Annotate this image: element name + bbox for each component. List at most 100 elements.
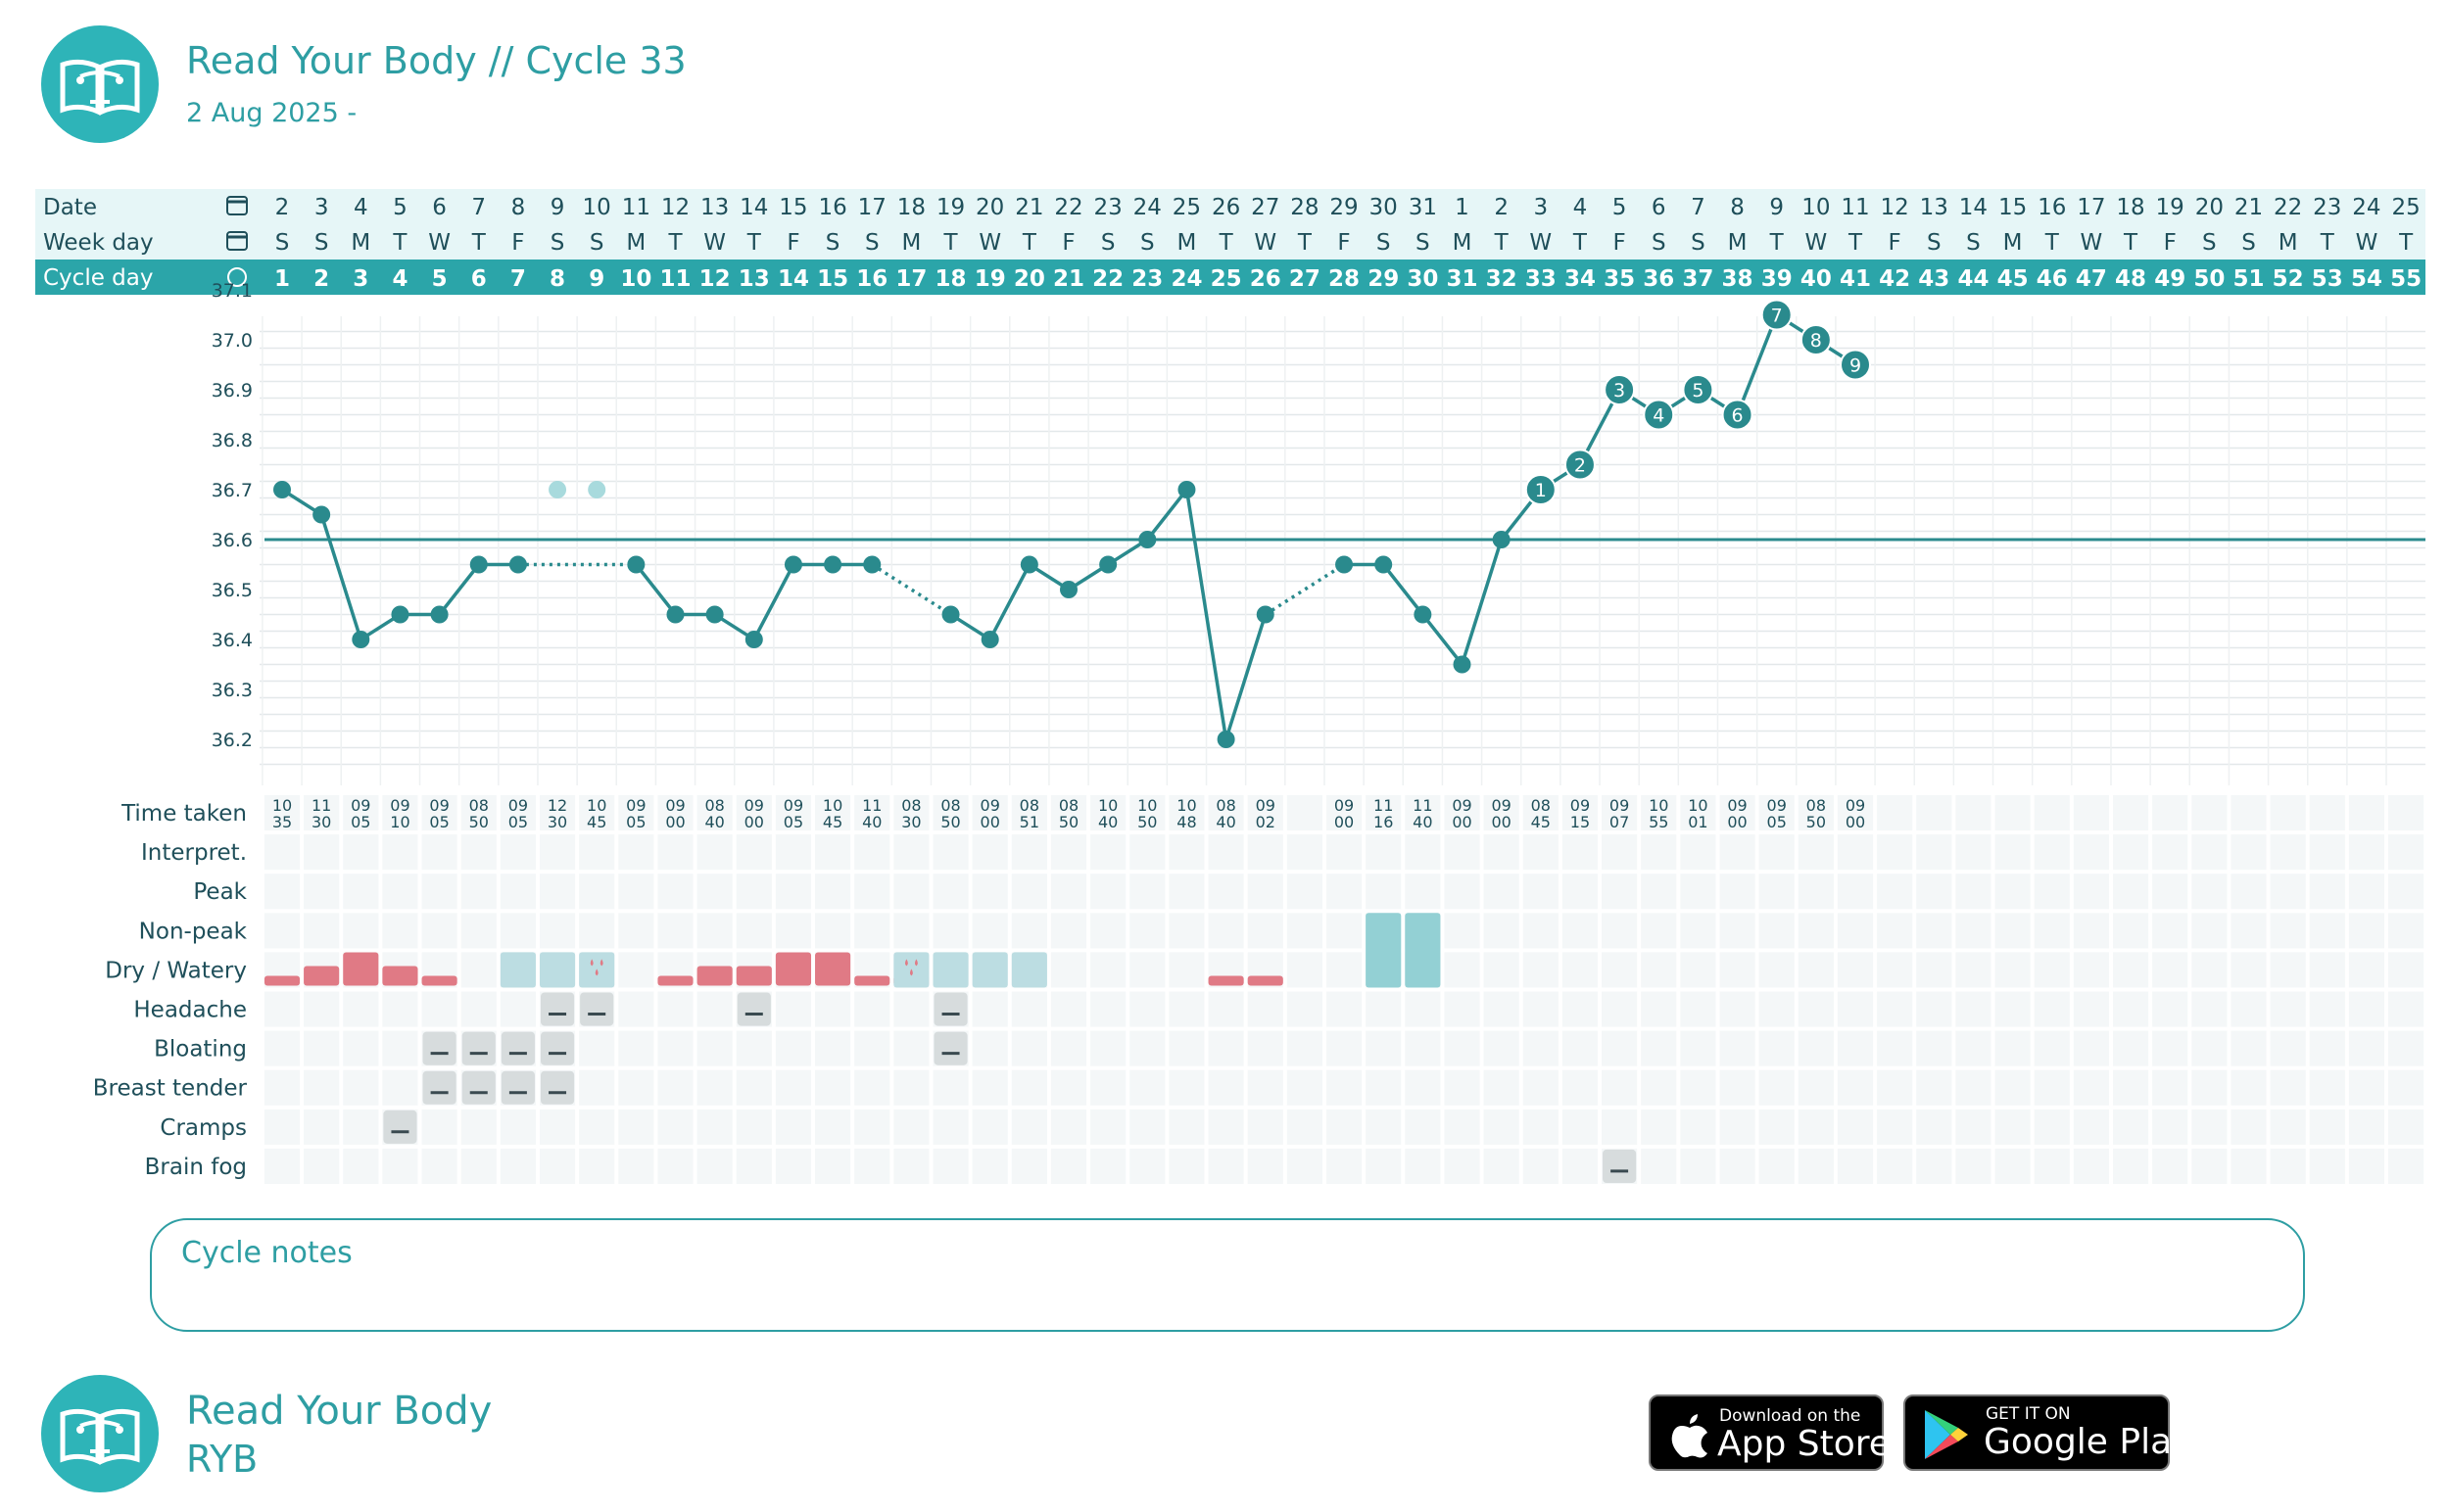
grid-cell xyxy=(1561,1069,1599,1106)
date-label: 6 xyxy=(432,195,447,220)
grid-cell xyxy=(1405,1148,1441,1184)
grid-cell xyxy=(2112,952,2149,988)
grid-cell xyxy=(1955,991,1991,1027)
calendar-icon xyxy=(226,231,248,251)
grid-cell xyxy=(2388,1030,2424,1066)
time-hour-label: 09 xyxy=(1846,796,1865,815)
grid-cell xyxy=(893,1109,930,1145)
nonpeak-row-label: Non-peak xyxy=(139,919,248,944)
mucus-dry-cell xyxy=(1011,952,1047,988)
date-label: 29 xyxy=(1329,195,1358,220)
weekday-label: M xyxy=(2003,230,2023,256)
grid-cell xyxy=(1916,874,1952,910)
temperature-point xyxy=(352,631,370,648)
grid-cell xyxy=(264,913,301,949)
grid-cell xyxy=(1444,1109,1480,1145)
grid-cell xyxy=(460,874,497,910)
grid-cell xyxy=(1405,1109,1441,1145)
grid-cell xyxy=(854,795,890,831)
grid-cell xyxy=(2388,952,2424,988)
app-store-button[interactable]: Download on the App Store xyxy=(1649,1394,1891,1471)
bleeding-bar xyxy=(1208,975,1244,986)
cycle-day-label: 29 xyxy=(1367,266,1399,292)
weekday-label: F xyxy=(511,230,524,256)
grid-cell xyxy=(2348,1148,2385,1184)
weekday-label: S xyxy=(1927,230,1942,256)
non-peak-bar xyxy=(1405,913,1441,988)
time-minute-label: 05 xyxy=(351,813,370,831)
grid-cell xyxy=(1286,1069,1322,1106)
grid-cell xyxy=(2034,952,2070,988)
cycle-day-row-band xyxy=(35,260,2425,295)
grid-cell xyxy=(1916,834,1952,871)
google-play-button[interactable]: GET IT ON Google Play xyxy=(1903,1394,2192,1471)
grid-cell xyxy=(1837,834,1874,871)
weekday-label: S xyxy=(826,230,840,256)
grid-cell xyxy=(815,874,851,910)
grid-cell xyxy=(2348,795,2385,831)
weekday-label: T xyxy=(1297,230,1313,256)
grid-cell xyxy=(1169,1030,1205,1066)
grid-cell xyxy=(1837,1069,1874,1106)
grid-cell xyxy=(1602,991,1638,1027)
grid-cell xyxy=(1641,1030,1677,1066)
grid-cell xyxy=(893,1148,930,1184)
grid-cell xyxy=(2348,874,2385,910)
grid-cell xyxy=(2152,834,2188,871)
date-label: 2 xyxy=(275,195,290,220)
grid-cell xyxy=(264,1069,301,1106)
grid-cell xyxy=(972,991,1008,1027)
grid-cell xyxy=(1522,991,1559,1027)
grid-cell xyxy=(382,834,418,871)
time-minute-label: 40 xyxy=(1098,813,1118,831)
grid-cell xyxy=(1916,795,1952,831)
grid-cell xyxy=(1877,913,1913,949)
grid-cell xyxy=(460,795,497,831)
grid-cell xyxy=(421,1148,457,1184)
time-hour-label: 08 xyxy=(469,796,489,815)
grid-cell xyxy=(1994,913,2031,949)
y-tick-label: 36.3 xyxy=(212,680,253,701)
grid-cell xyxy=(1444,991,1480,1027)
grid-cell xyxy=(1169,795,1205,831)
bloating-marker xyxy=(422,1031,456,1065)
post-shift-count-label: 8 xyxy=(1810,330,1822,352)
grid-cell xyxy=(1366,1109,1402,1145)
grid-cell xyxy=(618,1109,654,1145)
temperature-point xyxy=(1060,581,1078,598)
grid-cell xyxy=(2270,1030,2306,1066)
footer-logo xyxy=(41,1375,159,1492)
grid-cell xyxy=(2073,1030,2109,1066)
weekday-label: W xyxy=(428,230,451,256)
grid-cell xyxy=(304,795,340,831)
spotting-drop-icon xyxy=(909,969,913,976)
grid-cell xyxy=(2309,874,2345,910)
date-label: 14 xyxy=(740,195,768,220)
grid-cell xyxy=(2152,1069,2188,1106)
mucus-dry-cell xyxy=(972,952,1008,988)
grid-cell xyxy=(1050,1069,1087,1106)
weekday-label: M xyxy=(626,230,646,256)
weekday-label: M xyxy=(1453,230,1472,256)
grid-cell xyxy=(1405,991,1441,1027)
grid-cell xyxy=(1050,795,1087,831)
footer-app-name: Read Your Body xyxy=(186,1389,493,1434)
cycle-notes-box[interactable]: Cycle notes xyxy=(150,1218,2305,1332)
grid-cell xyxy=(1641,952,1677,988)
temperature-point xyxy=(273,481,291,498)
grid-cell xyxy=(2348,1030,2385,1066)
headache-marker xyxy=(540,992,575,1026)
date-label: 18 xyxy=(2116,195,2144,220)
post-shift-count-label: 5 xyxy=(1692,380,1703,402)
grid-cell xyxy=(1483,1148,1519,1184)
cycle-day-label: 30 xyxy=(1407,266,1438,292)
grid-cell xyxy=(775,874,812,910)
cycle-day-label: 4 xyxy=(392,266,408,292)
grid-cell xyxy=(1405,795,1441,831)
grid-cell xyxy=(2388,874,2424,910)
grid-cell xyxy=(1955,1069,1991,1106)
grid-cell xyxy=(2073,1109,2109,1145)
date-label: 26 xyxy=(1212,195,1240,220)
date-label: 22 xyxy=(2274,195,2302,220)
grid-cell xyxy=(1719,1069,1755,1106)
